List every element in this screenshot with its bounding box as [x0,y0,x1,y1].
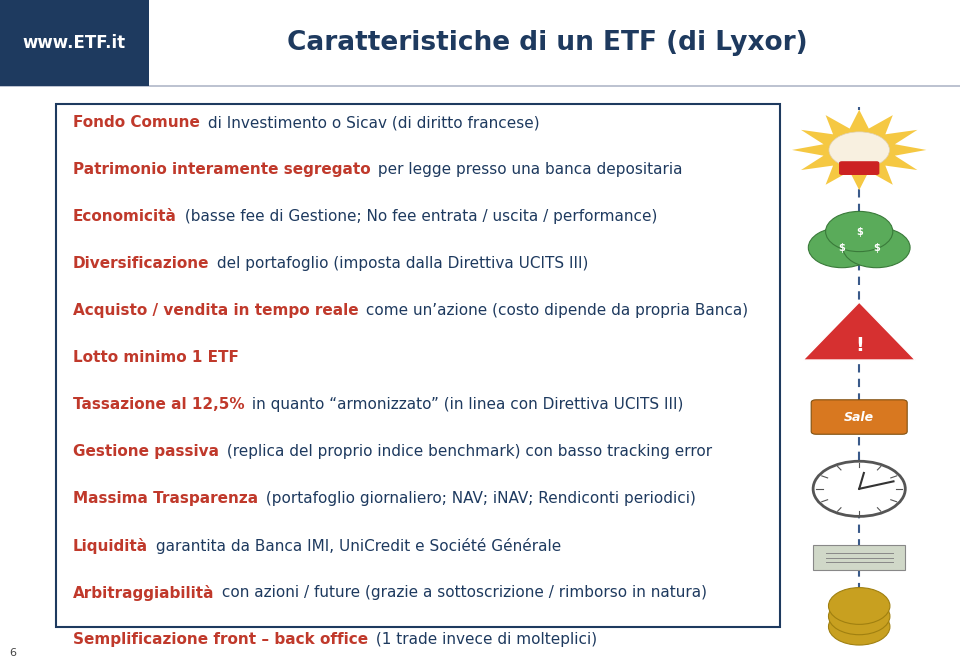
Text: garantita da Banca IMI, UniCredit e Société Générale: garantita da Banca IMI, UniCredit e Soci… [151,538,562,554]
Text: Sale: Sale [844,410,875,424]
Text: Liquidità: Liquidità [73,538,148,554]
Text: (portafoglio giornaliero; NAV; iNAV; Rendiconti periodici): (portafoglio giornaliero; NAV; iNAV; Ren… [261,491,696,507]
Text: Massima Trasparenza: Massima Trasparenza [73,491,258,507]
FancyBboxPatch shape [813,545,905,570]
Text: Patrimonio interamente segregato: Patrimonio interamente segregato [73,163,371,177]
Text: Caratteristiche di un ETF (di Lyxor): Caratteristiche di un ETF (di Lyxor) [287,30,807,56]
Text: 6: 6 [10,648,16,658]
Text: del portafoglio (imposta dalla Direttiva UCITS III): del portafoglio (imposta dalla Direttiva… [212,256,588,272]
Circle shape [828,598,890,635]
Text: $: $ [855,226,863,236]
Text: Semplificazione front – back office: Semplificazione front – back office [73,632,368,647]
Text: Arbitraggiabilità: Arbitraggiabilità [73,585,214,601]
Circle shape [829,132,889,168]
Text: come un’azione (costo dipende da propria Banca): come un’azione (costo dipende da propria… [362,303,749,319]
FancyBboxPatch shape [839,161,879,175]
Text: $: $ [838,242,846,252]
Text: www.ETF.it: www.ETF.it [22,34,126,52]
Polygon shape [792,110,926,190]
FancyBboxPatch shape [56,104,780,627]
Text: Economicità: Economicità [73,209,177,224]
Text: (1 trade invece di molteplici): (1 trade invece di molteplici) [371,632,597,647]
Polygon shape [803,302,916,360]
Text: $: $ [873,242,880,252]
Text: Gestione passiva: Gestione passiva [73,444,219,459]
Circle shape [808,228,876,268]
Text: per legge presso una banca depositaria: per legge presso una banca depositaria [373,163,683,177]
Circle shape [843,228,910,268]
Text: Lotto minimo 1 ETF: Lotto minimo 1 ETF [73,351,239,365]
Circle shape [828,608,890,645]
Text: Fondo Comune: Fondo Comune [73,116,200,130]
Text: di Investimento o Sicav (di diritto francese): di Investimento o Sicav (di diritto fran… [203,116,540,130]
Text: Tassazione al 12,5%: Tassazione al 12,5% [73,398,245,412]
Text: (replica del proprio indice benchmark) con basso tracking error: (replica del proprio indice benchmark) c… [222,444,712,459]
Circle shape [813,461,905,517]
Text: Acquisto / vendita in tempo reale: Acquisto / vendita in tempo reale [73,303,359,319]
Text: (basse fee di Gestione; No fee entrata / uscita / performance): (basse fee di Gestione; No fee entrata /… [180,209,657,224]
FancyBboxPatch shape [811,400,907,434]
Circle shape [826,211,893,252]
Circle shape [828,588,890,624]
Text: con azioni / future (grazie a sottoscrizione / rimborso in natura): con azioni / future (grazie a sottoscriz… [217,586,708,600]
Text: in quanto “armonizzato” (in linea con Direttiva UCITS III): in quanto “armonizzato” (in linea con Di… [248,398,684,412]
Text: Diversificazione: Diversificazione [73,256,209,272]
Text: !: ! [854,336,864,355]
